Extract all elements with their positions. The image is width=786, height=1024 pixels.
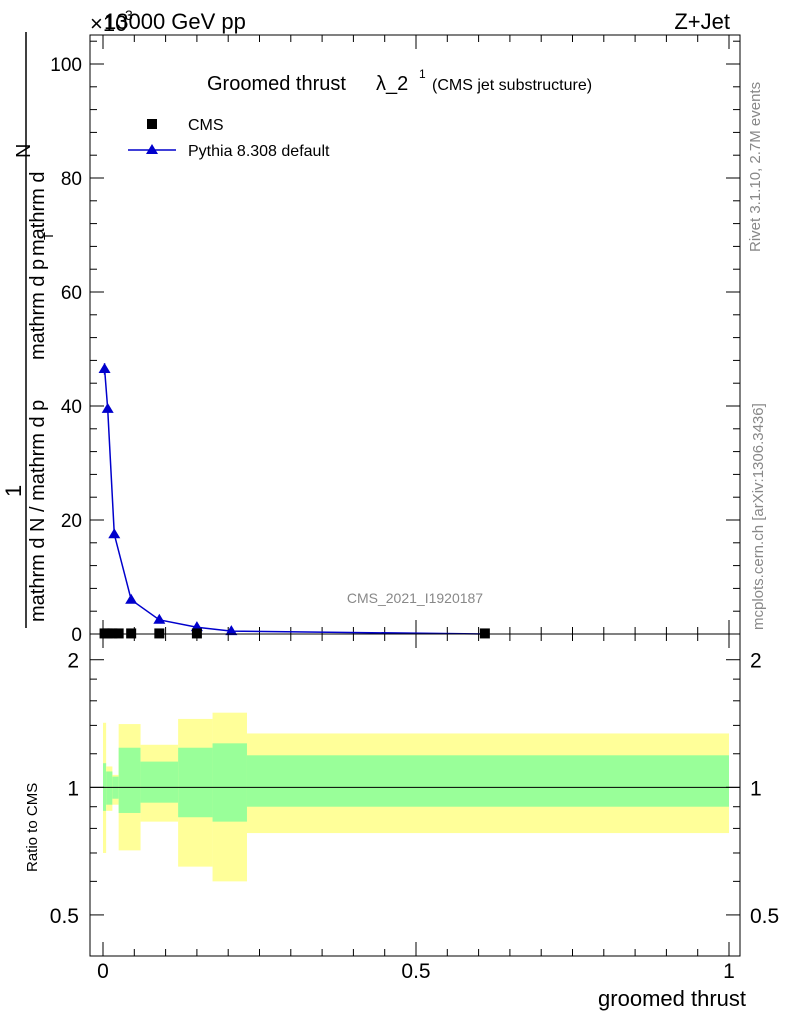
exponent-power: 3 — [125, 7, 133, 23]
title-superscript: 1 — [419, 67, 426, 81]
ylabel-top2: N — [13, 144, 35, 158]
cms-point — [113, 628, 124, 639]
cms-point — [479, 628, 490, 639]
ratio-inner-band — [246, 755, 730, 807]
pythia-point — [108, 528, 121, 539]
ratio-ytick-label: 1 — [67, 777, 79, 800]
title-symbol: λ_2 — [376, 73, 408, 95]
ratio-inner-band — [212, 743, 247, 822]
legend-marker-pythia — [146, 144, 158, 154]
title-main: Groomed thrust — [207, 73, 346, 95]
ratio-ytick-label: 0.5 — [50, 905, 79, 928]
x-axis-label: groomed thrust — [598, 986, 746, 1011]
ratio-xtick-label: 0.5 — [401, 960, 430, 983]
main-ytick-label: 60 — [61, 283, 82, 304]
main-y-axis-label: mathrm d N 1 mathrm d N / mathrm d p mat… — [1, 32, 56, 628]
series-line-pythia — [103, 368, 485, 635]
ratio-xtick-label: 1 — [723, 960, 735, 983]
main-ytick-label: 40 — [61, 397, 82, 418]
ylabel-bottom: mathrm d N / mathrm d p — [27, 400, 49, 622]
pythia-point — [98, 362, 111, 373]
ylabel-subscript: T — [41, 232, 56, 240]
exponent-label: ×10 — [90, 11, 127, 36]
cms-point — [126, 628, 137, 639]
rivet-version-label: Rivet 3.1.10, 2.7M events — [747, 82, 764, 252]
ratio-axes: 0.5 0.5 1 1 2 2 0 0.5 1 — [50, 634, 779, 983]
ratio-inner-band — [178, 747, 213, 818]
title-note: (CMS jet substructure) — [432, 77, 592, 94]
cms-point — [154, 628, 165, 639]
ratio-ytick-label-right: 1 — [750, 777, 762, 800]
process-label: Z+Jet — [674, 9, 730, 34]
ylabel-top: mathrm d — [27, 172, 49, 256]
ratio-ytick-label-right: 0.5 — [750, 905, 779, 928]
energy-label: 13000 GeV pp — [104, 9, 246, 34]
main-ytick-label: 20 — [61, 511, 82, 532]
ratio-y-axis-label: Ratio to CMS — [24, 783, 41, 872]
legend-label-pythia: Pythia 8.308 default — [188, 143, 330, 160]
main-ytick-label: 100 — [50, 55, 82, 76]
pythia-point — [225, 625, 238, 636]
legend-label-cms: CMS — [188, 117, 224, 134]
ylabel-mid: mathrm d p — [27, 259, 49, 360]
main-ytick-label: 80 — [61, 169, 82, 190]
legend: CMS Pythia 8.308 default — [128, 117, 330, 160]
ratio-inner-band — [140, 761, 179, 803]
ratio-xtick-label: 0 — [97, 960, 109, 983]
ratio-ytick-label: 2 — [67, 650, 79, 673]
chart-title: Groomed thrust λ_2 1 (CMS jet substructu… — [207, 67, 592, 95]
cms-point — [107, 628, 118, 639]
ratio-plot-frame — [89, 633, 741, 957]
ratio-inner-band — [106, 771, 113, 805]
pythia-point — [153, 613, 166, 624]
main-ytick-label: 0 — [71, 625, 82, 646]
main-data — [98, 362, 490, 639]
pythia-point — [125, 593, 138, 604]
ylabel-numerator: 1 — [1, 485, 26, 497]
ratio-inner-band — [118, 747, 141, 813]
mcplots-label: mcplots.cern.ch [arXiv:1306.3436] — [750, 403, 767, 630]
ratio-bands — [103, 712, 730, 882]
main-axes: 0 20 40 60 80 100 — [50, 35, 740, 646]
pythia-point — [101, 402, 114, 413]
ratio-ytick-label-right: 2 — [750, 650, 762, 673]
legend-marker-cms — [147, 119, 157, 129]
cms-point — [191, 628, 202, 639]
analysis-watermark: CMS_2021_I1920187 — [347, 590, 483, 606]
